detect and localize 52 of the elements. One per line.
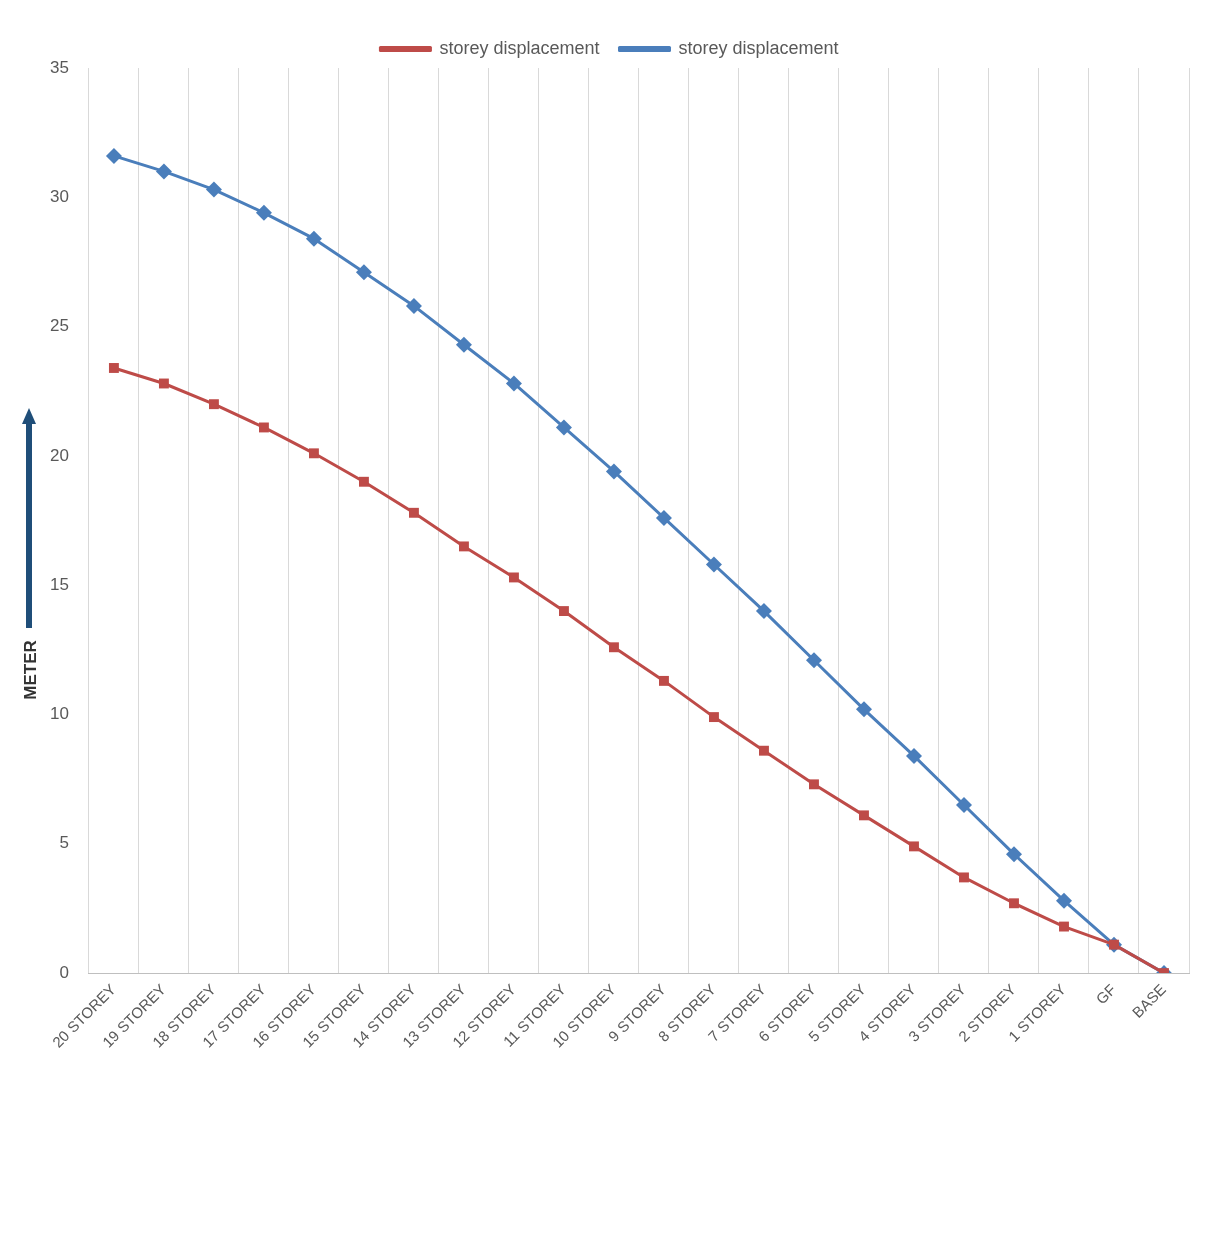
point [208,399,219,410]
point [1005,846,1022,863]
point [355,264,372,281]
y-tick-label: 5 [59,833,69,853]
point [505,375,522,392]
point [358,476,369,487]
point [809,779,819,790]
point [955,797,972,814]
y-tick-label: 10 [49,704,69,724]
point [509,572,519,583]
y-tick-label: 35 [49,57,69,77]
point [859,810,869,821]
point [408,507,419,518]
y-axis-title: METER [21,640,41,700]
legend-label: storey displacement [439,37,600,58]
point [959,872,969,883]
point [305,230,322,247]
point [705,556,722,573]
y-tick-label: 0 [59,962,69,982]
point [609,642,619,653]
point [805,652,822,669]
y-tick-label: 30 [49,186,69,206]
point [258,422,269,433]
point [905,747,922,764]
point [108,363,119,373]
point [405,297,422,314]
point [755,603,772,620]
point [659,675,669,686]
point [559,606,569,617]
point [255,204,272,221]
point [855,701,872,718]
point [455,336,472,353]
point [555,419,572,436]
point [655,509,672,526]
x-tick-label: GF [1092,980,1120,1008]
point [1009,898,1019,909]
point [709,712,719,723]
point [605,463,622,480]
point [1055,892,1072,909]
point [909,841,919,852]
legend-label: storey displacement [678,37,839,58]
point [458,541,469,552]
y-tick-label: 25 [49,316,69,336]
point [158,378,169,389]
point [155,163,172,180]
point [308,448,319,459]
point [1059,921,1069,932]
y-tick-label: 20 [49,445,69,465]
y-tick-label: 15 [49,574,69,594]
point [105,147,122,164]
point [205,181,222,198]
point [759,745,769,756]
